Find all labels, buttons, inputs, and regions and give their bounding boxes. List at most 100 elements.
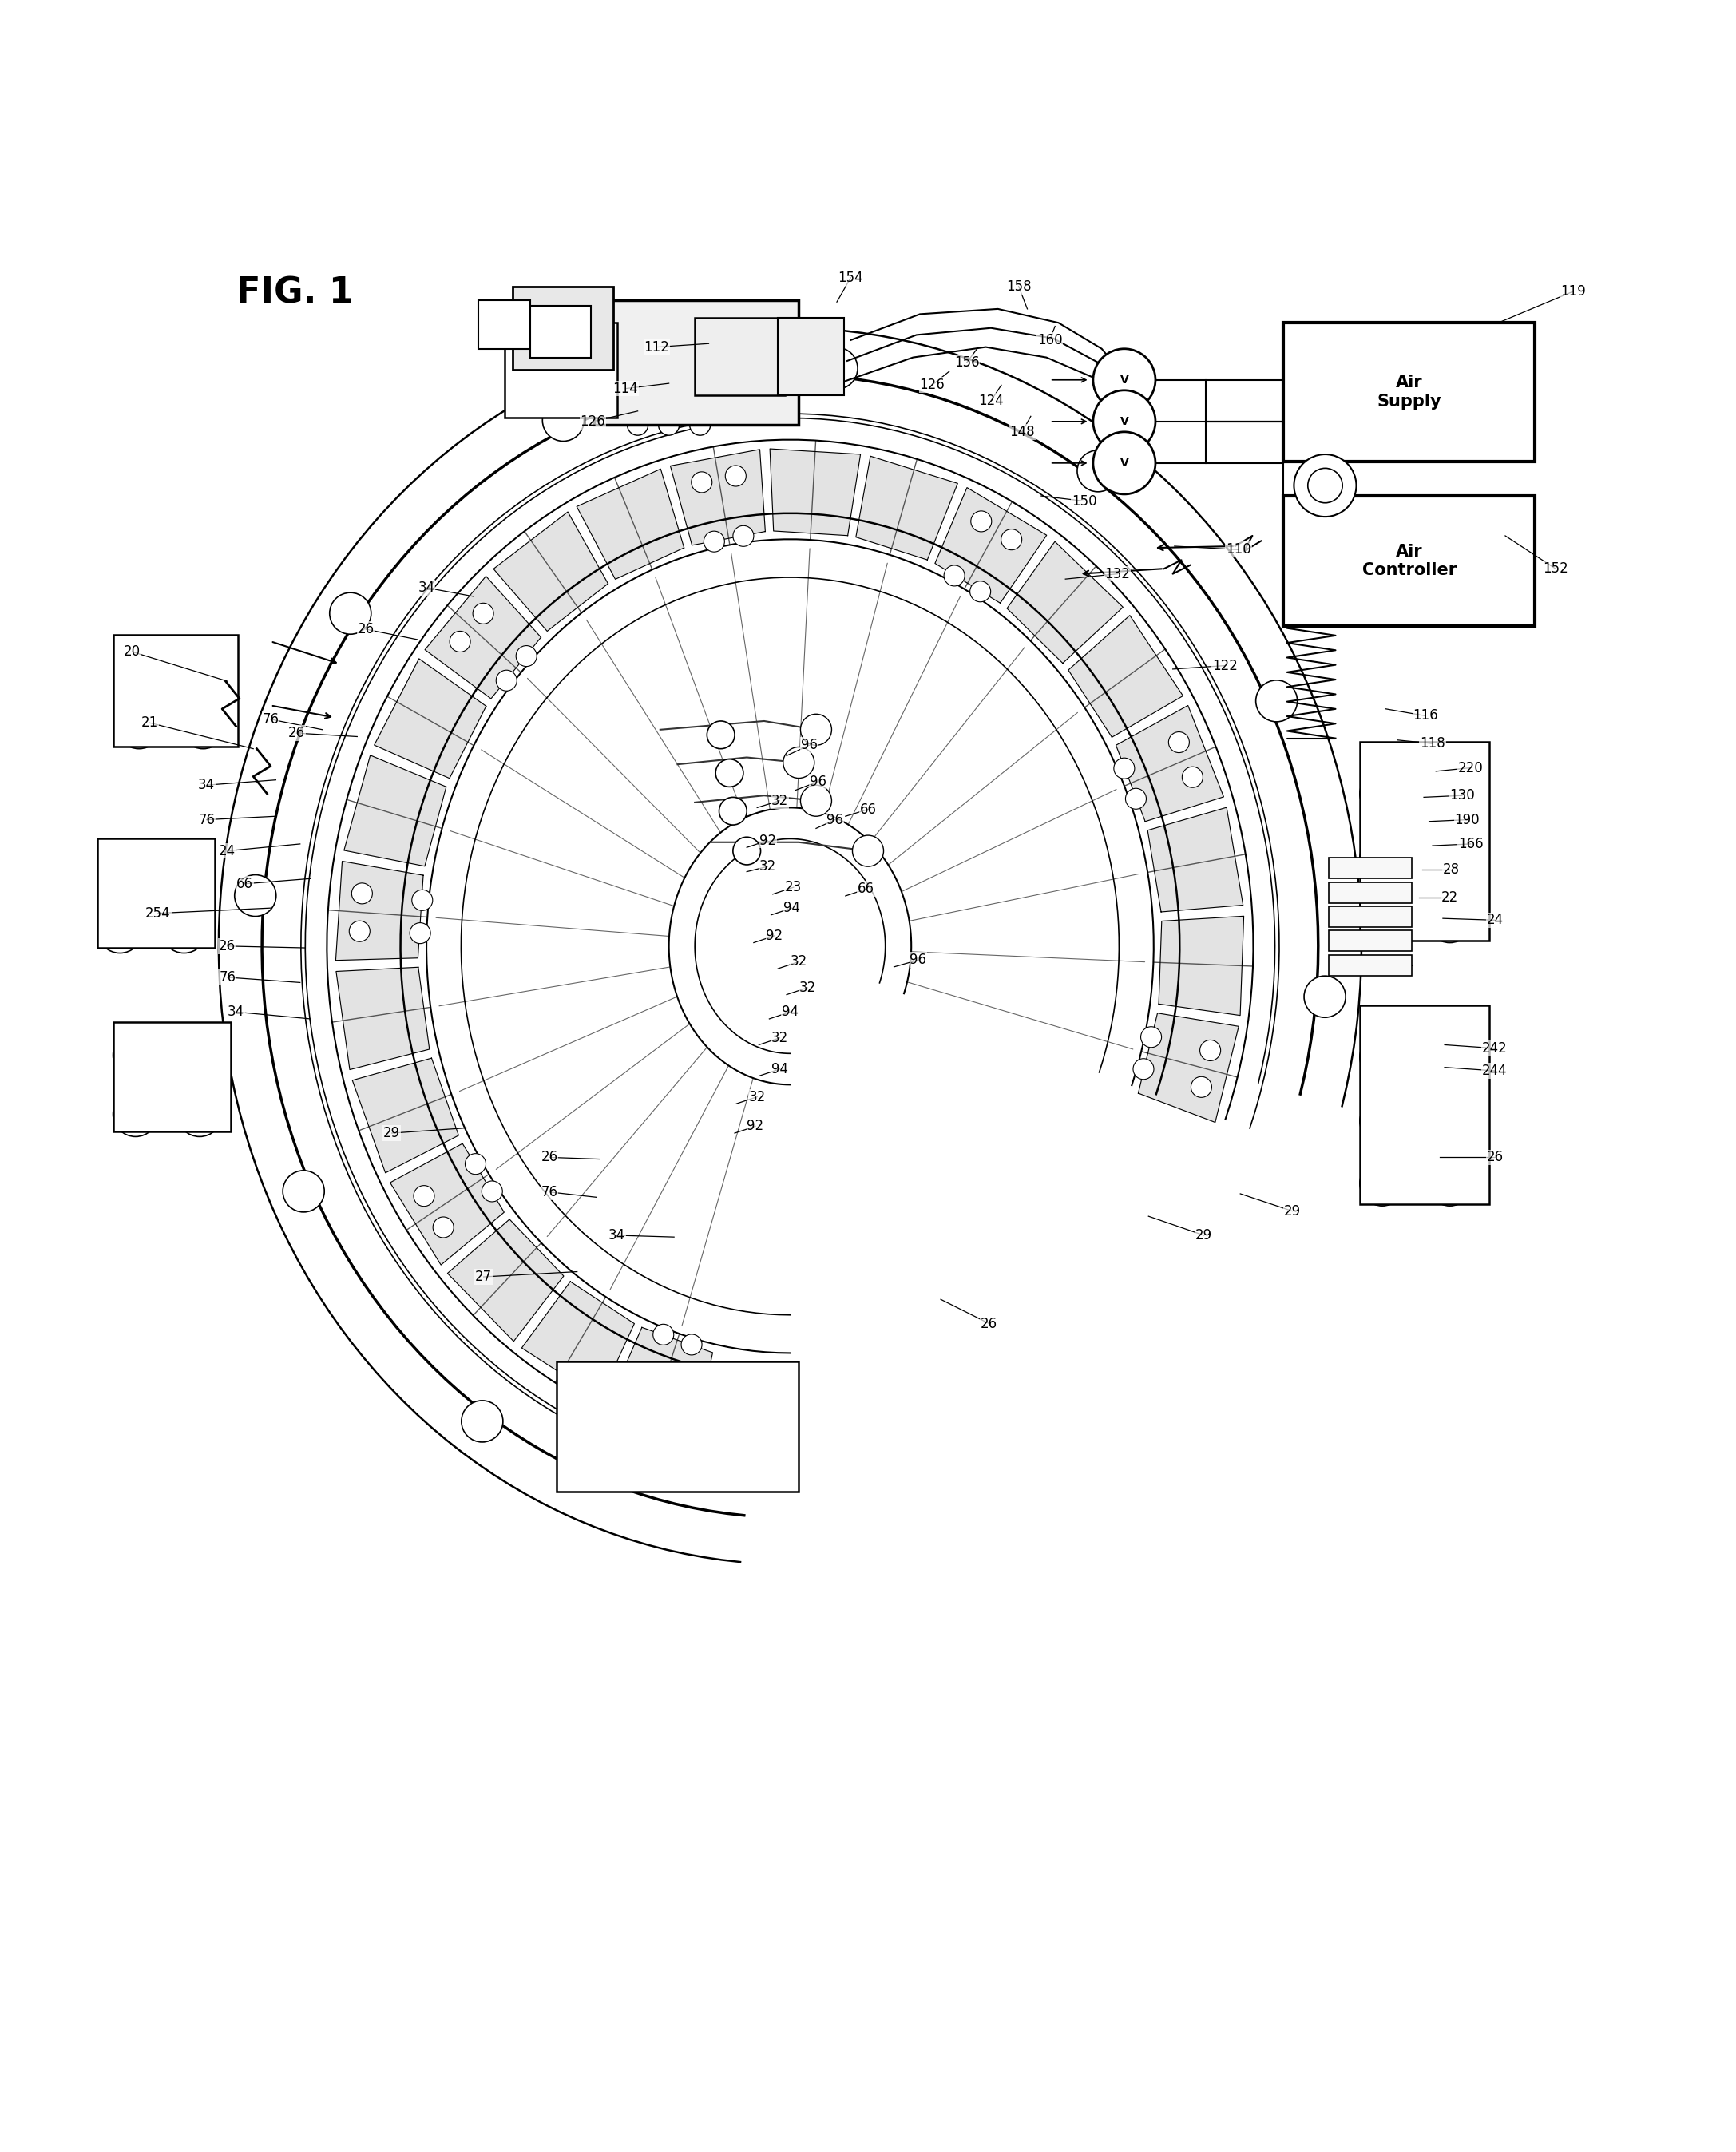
Polygon shape (448, 1220, 564, 1341)
Bar (1328, 859, 1411, 878)
Text: 150: 150 (1071, 495, 1097, 508)
Circle shape (283, 1171, 325, 1212)
Bar (1328, 930, 1411, 951)
Text: 26: 26 (219, 938, 236, 953)
Circle shape (707, 721, 734, 749)
Polygon shape (670, 450, 766, 544)
Text: 29: 29 (1285, 1203, 1300, 1218)
Bar (1328, 906, 1411, 928)
Circle shape (681, 1334, 701, 1356)
Circle shape (510, 390, 533, 415)
Bar (1283, 323, 1535, 461)
Circle shape (1359, 1035, 1404, 1080)
Circle shape (510, 344, 533, 368)
Text: 26: 26 (288, 725, 306, 740)
Circle shape (1255, 680, 1297, 721)
Text: 158: 158 (1007, 280, 1031, 293)
Circle shape (330, 592, 372, 635)
Text: 26: 26 (358, 622, 375, 637)
Bar (1359, 742, 1489, 940)
Circle shape (177, 1091, 222, 1136)
Polygon shape (523, 1283, 634, 1399)
Circle shape (496, 669, 517, 691)
Text: 126: 126 (580, 415, 606, 428)
Text: 34: 34 (198, 777, 215, 792)
Text: 32: 32 (759, 859, 776, 874)
Circle shape (542, 400, 583, 441)
Circle shape (715, 760, 743, 788)
Circle shape (852, 835, 884, 867)
Text: 32: 32 (748, 1089, 766, 1104)
Text: 242: 242 (1483, 1042, 1507, 1054)
Circle shape (703, 532, 724, 551)
Text: 254: 254 (146, 906, 170, 921)
Circle shape (1094, 390, 1156, 452)
Text: FIG. 1: FIG. 1 (236, 275, 352, 310)
Polygon shape (1139, 1014, 1240, 1123)
Circle shape (113, 1091, 158, 1136)
Circle shape (720, 1444, 766, 1487)
Circle shape (465, 1153, 486, 1175)
Circle shape (161, 908, 207, 953)
Circle shape (349, 921, 370, 943)
Text: 154: 154 (838, 271, 863, 284)
Bar (1359, 1005, 1489, 1205)
Circle shape (1125, 788, 1146, 809)
Polygon shape (1068, 615, 1182, 738)
Text: 96: 96 (809, 775, 826, 790)
Text: 94: 94 (783, 902, 800, 915)
Circle shape (816, 346, 858, 390)
Circle shape (1427, 897, 1472, 943)
Text: 92: 92 (759, 833, 776, 848)
Polygon shape (344, 755, 446, 867)
Circle shape (1427, 1035, 1472, 1080)
Circle shape (783, 747, 814, 779)
Text: 28: 28 (1443, 863, 1460, 878)
Polygon shape (609, 1328, 713, 1433)
Circle shape (1134, 1059, 1154, 1080)
Circle shape (1307, 469, 1342, 504)
Polygon shape (1158, 917, 1243, 1016)
Circle shape (970, 510, 991, 532)
Circle shape (1002, 529, 1023, 551)
Text: 119: 119 (1561, 284, 1585, 299)
Circle shape (719, 796, 746, 824)
Text: 34: 34 (418, 581, 436, 594)
Text: 24: 24 (1486, 912, 1503, 928)
Circle shape (632, 1382, 653, 1401)
Circle shape (181, 646, 226, 691)
Text: 32: 32 (771, 1031, 788, 1046)
Circle shape (1200, 1039, 1220, 1061)
Polygon shape (375, 659, 486, 779)
Text: 152: 152 (1543, 562, 1568, 577)
Text: V: V (1120, 415, 1128, 426)
Text: 29: 29 (384, 1125, 401, 1141)
Text: 76: 76 (219, 971, 236, 983)
Text: 130: 130 (1450, 788, 1474, 803)
Text: 110: 110 (1226, 542, 1252, 557)
Circle shape (432, 1216, 453, 1237)
Circle shape (472, 603, 493, 624)
Text: 116: 116 (1413, 708, 1437, 723)
Circle shape (410, 923, 431, 943)
Circle shape (571, 1386, 616, 1431)
Bar (529, 306, 590, 357)
Circle shape (1359, 1098, 1404, 1143)
Bar (514, 286, 613, 370)
Text: 76: 76 (542, 1186, 557, 1199)
Circle shape (97, 850, 142, 895)
Text: 32: 32 (771, 794, 788, 807)
Polygon shape (856, 456, 958, 560)
Circle shape (516, 351, 531, 368)
Text: 32: 32 (790, 955, 807, 968)
Circle shape (653, 1323, 674, 1345)
Circle shape (800, 785, 832, 816)
Text: 96: 96 (826, 813, 844, 826)
Circle shape (1359, 1160, 1404, 1205)
Bar (694, 318, 785, 396)
Circle shape (181, 704, 226, 749)
Polygon shape (1007, 542, 1123, 663)
Circle shape (1094, 433, 1156, 495)
Bar (113, 635, 238, 747)
Circle shape (800, 714, 832, 745)
